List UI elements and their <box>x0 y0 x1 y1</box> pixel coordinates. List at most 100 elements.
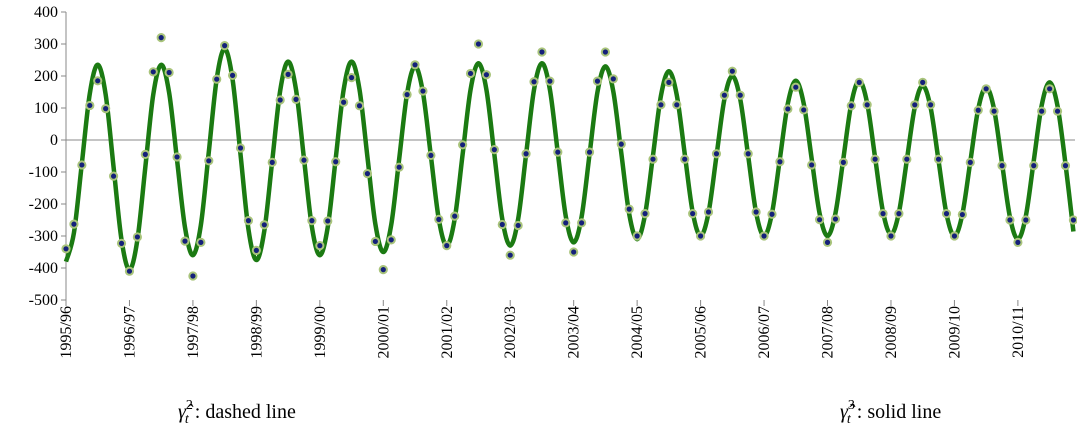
series-dot <box>458 140 468 150</box>
series-dot <box>299 155 309 165</box>
series-dot <box>354 101 365 111</box>
x-tick-label: 2003/04 <box>566 306 583 358</box>
series-dot <box>172 152 182 162</box>
y-tick-label: 200 <box>34 68 58 85</box>
series-dot <box>767 209 777 219</box>
x-tick-label: 1998/99 <box>248 306 265 358</box>
series-dot <box>481 70 492 80</box>
series-dot <box>101 104 111 114</box>
annotation: γ̂3 t: solid line <box>840 398 941 425</box>
series-dot <box>450 211 460 221</box>
series-dot <box>346 73 357 83</box>
series-dot <box>672 100 682 110</box>
series-dot <box>212 74 222 84</box>
x-tick-label: 1999/00 <box>312 306 329 358</box>
series-dot <box>838 157 848 167</box>
annotation-text: : dashed line <box>195 401 296 423</box>
series-dot <box>513 220 523 231</box>
series-dot <box>188 271 198 281</box>
series-dot <box>370 236 380 247</box>
series-dot <box>529 77 539 87</box>
series-dot <box>124 266 135 276</box>
series-dot <box>259 220 269 230</box>
series-dot <box>307 216 317 226</box>
series-dot <box>965 157 975 167</box>
series-dot <box>592 76 603 86</box>
series-dot <box>339 97 349 107</box>
series-dot <box>164 67 174 78</box>
series-dot <box>473 39 484 49</box>
series-dot <box>156 33 166 43</box>
annotation-subscript: t <box>185 412 190 425</box>
series-dot <box>1060 161 1071 171</box>
series-dot <box>910 100 920 110</box>
series-dot <box>648 154 658 164</box>
series-dot <box>1045 84 1055 94</box>
series-dot <box>1029 161 1039 171</box>
series-dot <box>323 216 333 226</box>
x-tick-label: 2009/10 <box>946 306 963 358</box>
series-dot <box>894 209 904 219</box>
series-dot <box>727 66 737 76</box>
series-dot <box>902 154 912 164</box>
x-tick-label: 2006/07 <box>756 306 773 358</box>
series-dot <box>132 232 142 242</box>
series-dot <box>862 100 872 110</box>
series-dot <box>227 70 238 80</box>
series-dot <box>489 145 499 155</box>
series-dot <box>632 231 642 241</box>
series-dot <box>624 204 634 214</box>
series-dot <box>291 94 301 104</box>
annotation-superscript: 2 <box>186 398 193 413</box>
series-dot <box>1037 106 1047 116</box>
series-dot <box>1013 237 1023 247</box>
series-line <box>63 46 1076 272</box>
series-dot <box>688 209 698 219</box>
series-dot <box>743 149 753 159</box>
annotation-superscript: 3 <box>848 398 855 413</box>
series-dot <box>93 76 103 86</box>
series-dot <box>846 101 856 111</box>
x-tick-label: 2002/03 <box>502 306 519 358</box>
y-tick-label: 300 <box>34 36 58 53</box>
y-tick-label: 100 <box>34 100 58 117</box>
series-dot <box>973 105 983 115</box>
x-tick-label: 1997/98 <box>185 306 202 358</box>
series-dot <box>640 209 650 219</box>
series-dot <box>402 89 412 100</box>
series-dot <box>1005 215 1015 225</box>
series-dot <box>108 171 119 181</box>
series-dot <box>442 241 452 251</box>
series-dot <box>941 209 952 219</box>
x-tick-label: 2008/09 <box>883 306 900 358</box>
series-dot <box>926 100 936 110</box>
x-tick-label: 2007/08 <box>820 306 837 358</box>
series-dot <box>918 77 928 88</box>
series-dot <box>497 219 507 230</box>
series-dot <box>703 207 714 217</box>
series-dot <box>362 169 373 179</box>
series-dot <box>69 219 79 229</box>
series-dot <box>267 157 277 167</box>
series-dot <box>807 160 817 170</box>
series-dot <box>949 231 960 241</box>
series-dot <box>465 68 476 79</box>
series-dot <box>854 77 864 88</box>
series-dot <box>870 154 880 164</box>
y-tick-label: -400 <box>29 260 58 277</box>
series-dot <box>148 67 158 77</box>
series-dot <box>783 104 793 114</box>
series-dot <box>577 218 587 228</box>
x-tick-label: 2005/06 <box>693 306 710 358</box>
series-dot <box>751 207 761 217</box>
series-dot <box>331 157 341 167</box>
series-dot <box>378 265 388 275</box>
series-dot <box>791 82 801 92</box>
series-dot <box>830 214 841 224</box>
series-dot <box>561 218 571 228</box>
series-dot <box>521 149 531 159</box>
series-dot <box>695 231 706 241</box>
annotation-subscript: t <box>847 412 852 425</box>
series-dot <box>814 215 825 225</box>
series-dot <box>735 90 745 100</box>
